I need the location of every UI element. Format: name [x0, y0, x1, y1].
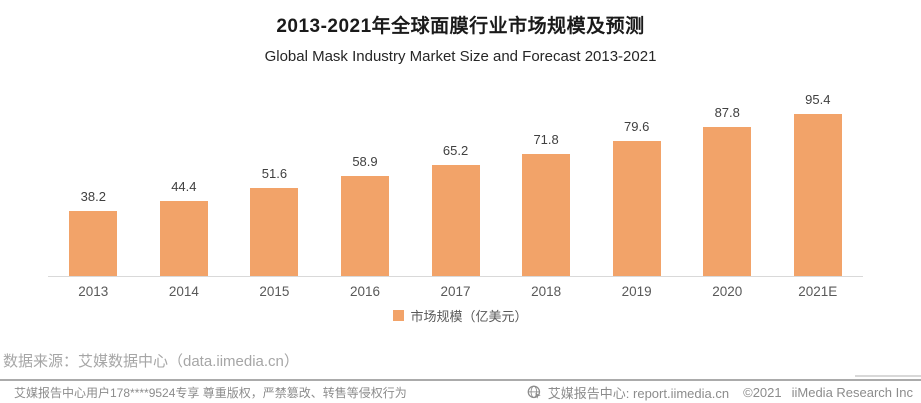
bar [793, 114, 842, 276]
footer-company-text: iiMedia Research Inc [791, 385, 913, 400]
chart-subtitle: Global Mask Industry Market Size and For… [264, 48, 657, 65]
bar-group: 58.9 [320, 154, 411, 276]
bar-group: 87.8 [682, 105, 773, 276]
legend-swatch [393, 310, 405, 321]
bar-value-label: 71.8 [533, 132, 559, 147]
bar [703, 127, 752, 276]
bar [69, 211, 118, 276]
bar-value-label: 87.8 [714, 105, 740, 120]
footer-brand-text: 艾媒报告中心: report.iimedia.cn [547, 386, 730, 401]
bar [612, 141, 661, 276]
bar [522, 154, 571, 276]
x-axis-label: 2014 [168, 284, 199, 299]
bar-group: 95.4 [773, 92, 864, 276]
footer-watermark-text: 艾媒报告中心用户178****9524专享 尊重版权，严禁篡改、转售等侵权行为 [14, 386, 407, 400]
bar-group: 71.8 [501, 132, 592, 276]
globe-cursor-icon [527, 385, 542, 400]
x-axis-label: 2017 [440, 284, 471, 299]
bar-group: 65.2 [410, 143, 501, 276]
bar-group: 44.4 [139, 179, 230, 276]
bar-group: 38.2 [48, 189, 139, 276]
plot-area: 38.2 44.4 51.6 58.9 65.2 71.8 79.6 87.8 95.4 [48, 81, 863, 277]
bar [159, 201, 208, 276]
bar-value-label: 79.6 [624, 119, 650, 134]
bar-value-label: 38.2 [80, 189, 106, 204]
x-axis-label: 2013 [78, 284, 109, 299]
footer-copyright-text: ©2021 [743, 385, 782, 400]
footer-divider [0, 379, 921, 381]
bar [431, 165, 480, 276]
bar-group: 79.6 [591, 119, 682, 276]
chart-title: 2013-2021年全球面膜行业市场规模及预测 [276, 16, 645, 37]
x-axis-label: 2019 [621, 284, 652, 299]
x-axis-label: 2016 [349, 284, 380, 299]
bar-group: 51.6 [229, 166, 320, 276]
divider-notch [855, 375, 921, 377]
bar-value-label: 95.4 [805, 92, 831, 107]
footer-brand: 艾媒报告中心: report.iimedia.cn ©2021 iiMedia … [527, 383, 913, 402]
bar [340, 176, 389, 276]
bar [250, 188, 299, 276]
legend: 市场规模（亿美元） [0, 306, 921, 325]
legend-label: 市场规模（亿美元） [410, 309, 528, 324]
x-axis-labels: 2013 2014 2015 2016 2017 2018 2019 2020 2021E [48, 277, 863, 299]
bar-value-label: 44.4 [171, 179, 197, 194]
source-text: 数据来源：艾媒数据中心（data.iimedia.cn） [3, 353, 299, 370]
x-axis-label: 2020 [712, 284, 743, 299]
x-axis-label: 2021E [798, 284, 838, 299]
bar-value-label: 58.9 [352, 154, 378, 169]
x-axis-label: 2015 [259, 284, 290, 299]
bar-value-label: 51.6 [261, 166, 288, 181]
x-axis-label: 2018 [531, 284, 562, 299]
footer-bar: 艾媒报告中心用户178****9524专享 尊重版权，严禁篡改、转售等侵权行为 … [0, 384, 921, 401]
bar-value-label: 65.2 [442, 143, 469, 158]
